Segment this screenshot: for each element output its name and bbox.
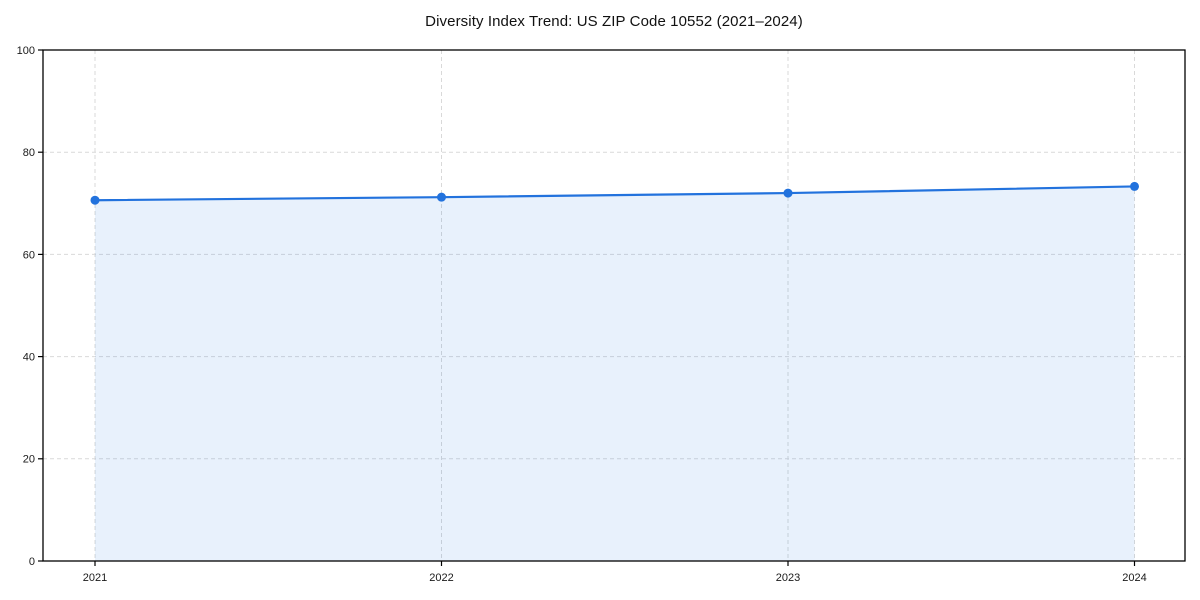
area-fill xyxy=(95,186,1135,561)
trend-line xyxy=(93,185,1136,202)
chart-title: Diversity Index Trend: US ZIP Code 10552… xyxy=(425,13,803,30)
x-axis-tick-label: 2023 xyxy=(776,572,800,584)
plot-border xyxy=(42,49,1186,562)
y-axis-tick-label: 100 xyxy=(17,45,35,57)
y-axis-tick-label: 20 xyxy=(23,454,35,466)
data-point xyxy=(90,195,100,205)
y-axis-tick-label: 40 xyxy=(23,351,35,363)
y-axis-tick-label: 80 xyxy=(23,147,35,159)
x-axis-tick-label: 2022 xyxy=(429,572,453,584)
x-axis-tick-label: 2021 xyxy=(83,572,107,584)
data-point xyxy=(437,192,446,202)
x-axis-tick-label: 2024 xyxy=(1122,572,1146,584)
data-point xyxy=(1130,181,1139,191)
y-axis-tick-label: 60 xyxy=(23,249,35,261)
data-point xyxy=(783,188,793,198)
y-axis-tick-label: 0 xyxy=(29,556,35,568)
